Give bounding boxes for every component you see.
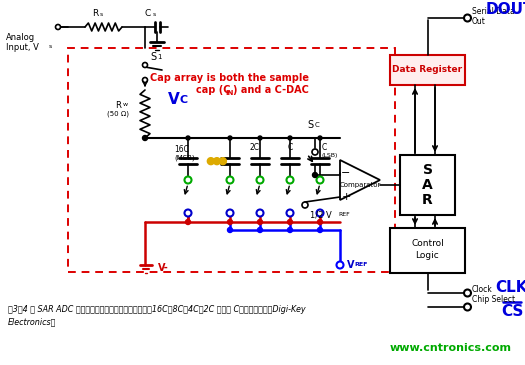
Circle shape <box>184 177 192 184</box>
Text: V-: V- <box>158 263 169 273</box>
Text: 16C: 16C <box>174 146 189 154</box>
Text: ●: ● <box>217 156 227 166</box>
Circle shape <box>257 177 264 184</box>
Circle shape <box>142 77 148 82</box>
Text: R: R <box>92 9 98 19</box>
Text: C: C <box>315 122 320 128</box>
Circle shape <box>312 149 318 155</box>
Circle shape <box>226 210 234 216</box>
Circle shape <box>312 173 318 177</box>
Circle shape <box>317 177 323 184</box>
Text: +: + <box>341 192 351 202</box>
Circle shape <box>257 219 262 224</box>
Text: 2C: 2C <box>250 143 260 153</box>
Circle shape <box>227 219 233 224</box>
Text: R: R <box>422 193 433 207</box>
Bar <box>390 228 465 273</box>
Circle shape <box>185 219 191 224</box>
Circle shape <box>288 219 292 224</box>
Bar <box>400 155 455 215</box>
Text: IN: IN <box>225 90 234 96</box>
Text: S: S <box>150 52 156 62</box>
Circle shape <box>142 135 148 141</box>
Bar <box>68 48 395 272</box>
Circle shape <box>317 210 323 216</box>
Text: 1/2 V: 1/2 V <box>310 211 332 219</box>
Text: S: S <box>423 163 433 177</box>
Text: (MSB): (MSB) <box>174 155 195 161</box>
Text: s: s <box>100 12 103 16</box>
Text: DOUT: DOUT <box>486 1 525 16</box>
Circle shape <box>142 62 148 68</box>
Circle shape <box>288 227 292 233</box>
Text: S: S <box>307 120 313 130</box>
Circle shape <box>257 210 264 216</box>
Circle shape <box>464 15 471 22</box>
Text: CS: CS <box>501 304 523 319</box>
Circle shape <box>226 177 234 184</box>
Text: (LSB): (LSB) <box>322 154 339 158</box>
Text: C: C <box>322 143 327 153</box>
Text: Data Register: Data Register <box>393 65 463 74</box>
Circle shape <box>258 136 262 140</box>
Text: Electronics）: Electronics） <box>8 318 56 327</box>
Text: CLK: CLK <box>496 280 525 296</box>
Text: Logic: Logic <box>416 251 439 261</box>
Circle shape <box>337 261 343 269</box>
Text: 图3：4 位 SAR ADC 光幕具有完整的数字加权电容阵列：16C、8C、4C、2C 和两个 C。（图片来源：Digi-Key: 图3：4 位 SAR ADC 光幕具有完整的数字加权电容阵列：16C、8C、4C… <box>8 306 306 315</box>
Text: ) and a C-DAC: ) and a C-DAC <box>233 85 309 95</box>
Circle shape <box>257 227 262 233</box>
Text: A: A <box>422 178 433 192</box>
Circle shape <box>56 24 60 30</box>
Text: Comparator: Comparator <box>339 182 381 188</box>
Text: REF: REF <box>338 212 350 218</box>
Text: C: C <box>179 95 187 105</box>
Circle shape <box>228 136 232 140</box>
Text: Clock: Clock <box>471 285 492 295</box>
Text: Serial Data: Serial Data <box>471 8 514 16</box>
Circle shape <box>186 136 190 140</box>
Text: REF: REF <box>354 262 368 268</box>
Circle shape <box>287 210 293 216</box>
Text: s: s <box>49 45 53 50</box>
Text: cap (C: cap (C <box>196 85 230 95</box>
Text: www.cntronics.com: www.cntronics.com <box>390 343 512 353</box>
Text: R: R <box>115 100 121 110</box>
Circle shape <box>318 227 322 233</box>
Text: Control: Control <box>411 238 444 247</box>
Text: C: C <box>145 9 151 19</box>
Text: Input, V: Input, V <box>6 42 39 51</box>
Text: (50 Ω): (50 Ω) <box>107 111 129 117</box>
Circle shape <box>464 289 471 296</box>
Text: w: w <box>123 103 128 108</box>
Text: 1: 1 <box>157 54 162 60</box>
Bar <box>390 55 465 85</box>
Circle shape <box>227 227 233 233</box>
Text: Out: Out <box>471 18 486 27</box>
Text: ●: ● <box>211 156 221 166</box>
Text: s: s <box>153 12 156 16</box>
Text: Cap array is both the sample: Cap array is both the sample <box>151 73 310 83</box>
Text: Chip Select: Chip Select <box>471 296 514 304</box>
Text: Analog: Analog <box>6 34 35 42</box>
Circle shape <box>287 177 293 184</box>
Circle shape <box>288 136 292 140</box>
Text: V: V <box>347 260 354 270</box>
Text: C: C <box>287 143 292 153</box>
Circle shape <box>302 202 308 208</box>
Text: V: V <box>168 92 180 108</box>
Circle shape <box>464 304 471 311</box>
Circle shape <box>318 136 322 140</box>
Text: ●: ● <box>205 156 215 166</box>
Circle shape <box>318 219 322 224</box>
Circle shape <box>184 210 192 216</box>
Text: −: − <box>341 168 351 178</box>
